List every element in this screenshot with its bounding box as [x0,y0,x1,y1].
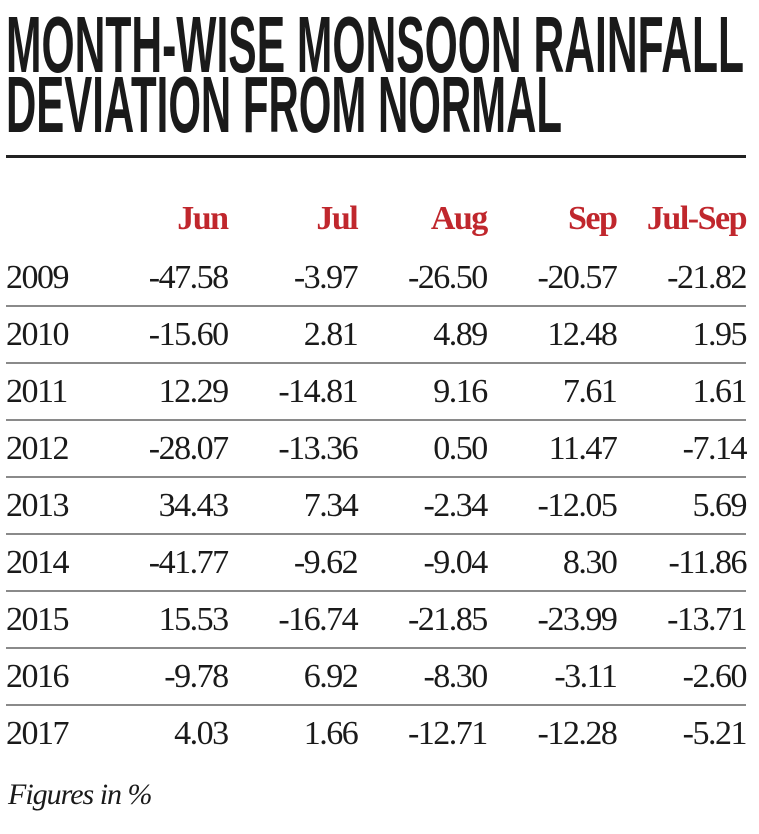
value-cell: 5.69 [616,476,747,534]
table-row: 2015 15.53 -16.74 -21.85 -23.99 -13.71 [6,590,747,648]
year-cell: 2011 [6,362,98,420]
value-cell: -12.28 [486,704,618,761]
year-cell: 2015 [6,590,98,648]
value-cell: -20.57 [537,258,618,296]
table-row: 2009 -47.58 -3.97 -26.50 -20.57 -21.82 [6,250,747,306]
value-cell: 4.03 [98,704,229,761]
value-cell: -12.05 [486,476,618,534]
column-header-aug: Aug [430,200,488,237]
table-row: 2016 -9.78 6.92 -8.30 -3.11 -2.60 [6,647,747,705]
value-cell: -21.82 [667,258,747,296]
value-cell: 34.43 [98,476,229,534]
title-divider [6,155,746,158]
value-cell: 12.48 [486,305,618,363]
value-cell: -21.85 [357,590,488,648]
year-cell: 2016 [6,647,98,705]
value-cell: 1.61 [616,362,747,420]
value-cell: -3.11 [486,647,618,705]
value-cell: 12.29 [98,362,229,420]
year-cell: 2014 [6,533,98,591]
value-cell: -8.30 [357,647,488,705]
value-cell: -41.77 [98,533,229,591]
table-row: 2013 34.43 7.34 -2.34 -12.05 5.69 [6,476,747,534]
value-cell: 1.95 [616,305,747,363]
value-cell: 2.81 [227,305,359,363]
units-note: Figures in % [8,778,153,811]
value-cell: -11.86 [616,533,747,591]
value-cell: 4.89 [357,305,488,363]
value-cell: 1.66 [227,704,359,761]
table-row: 2012 -28.07 -13.36 0.50 11.47 -7.14 [6,419,747,477]
value-cell: 9.16 [357,362,488,420]
year-cell: 2013 [6,476,98,534]
value-cell: 7.34 [227,476,359,534]
value-cell: -9.78 [98,647,229,705]
value-cell: -9.04 [357,533,488,591]
rainfall-table: Jun Jul Aug Sep Jul-Sep 2009 -47.58 -3.97 -26.5… [6,188,748,761]
value-cell: -9.62 [227,533,359,591]
value-cell: -26.50 [407,258,488,296]
value-cell: -47.58 [148,258,229,296]
value-cell: -7.14 [616,419,747,477]
value-cell: 7.61 [486,362,618,420]
value-cell: -15.60 [98,305,229,363]
value-cell: 0.50 [357,419,488,477]
table-row: 2010 -15.60 2.81 4.89 12.48 1.95 [6,305,747,363]
title-line-1: MONTH-WISE MONSOON RAINFALL [6,0,744,89]
value-cell: -5.21 [616,704,747,761]
value-cell: -13.36 [227,419,359,477]
year-cell: 2010 [6,305,98,363]
title-line-2: DEVIATION FROM NORMAL [6,60,562,145]
value-cell: 15.53 [98,590,229,648]
table-row: 2011 12.29 -14.81 9.16 7.61 1.61 [6,362,747,420]
value-cell: 11.47 [486,419,618,477]
value-cell: -23.99 [486,590,618,648]
value-cell: -12.71 [357,704,488,761]
value-cell: -16.74 [227,590,359,648]
table-row: 2014 -41.77 -9.62 -9.04 8.30 -11.86 [6,533,747,591]
value-cell: -3.97 [293,258,359,296]
value-cell: -28.07 [98,419,229,477]
header-year [6,188,98,250]
value-cell: -14.81 [227,362,359,420]
column-header-jun: Jun [177,200,229,237]
value-cell: -2.34 [357,476,488,534]
header-row: Jun Jul Aug Sep Jul-Sep [6,188,748,250]
column-header-sep: Sep [567,200,618,237]
column-header-jul: Jul [316,200,358,237]
value-cell: -13.71 [616,590,747,648]
year-cell: 2009 [6,258,70,296]
value-cell: -2.60 [616,647,747,705]
chart-title: MONTH-WISE MONSOON RAINFALL DEVIATION FR… [6,0,744,145]
value-cell: 8.30 [486,533,618,591]
year-cell: 2012 [6,419,98,477]
table-row: 2017 4.03 1.66 -12.71 -12.28 -5.21 [6,704,747,761]
year-cell: 2017 [6,704,98,761]
column-header-jul-sep: Jul-Sep [646,200,748,237]
value-cell: 6.92 [227,647,359,705]
